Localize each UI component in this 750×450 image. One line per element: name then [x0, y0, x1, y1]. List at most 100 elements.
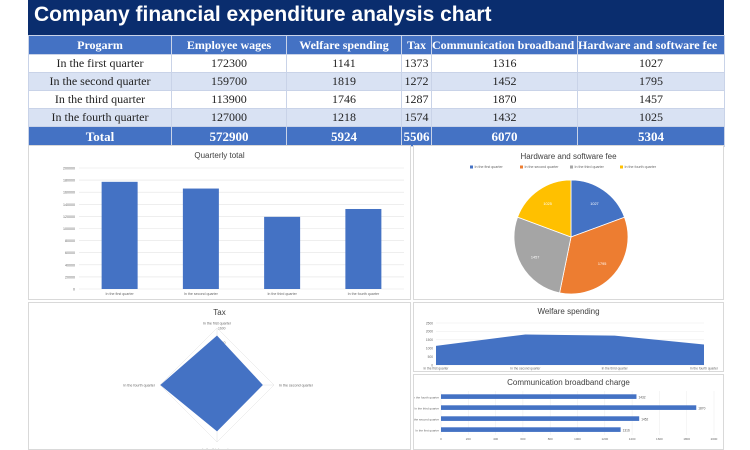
table-header-cell: Employee wages: [171, 35, 287, 55]
y-tick-label: In the first quarter: [415, 428, 439, 432]
radar-category-label: In the fourth quarter: [123, 384, 155, 388]
x-tick-label: In the second quarter: [184, 292, 219, 296]
hardware-fee-panel: Hardware and software fee 1027 1795 1457 10…: [413, 145, 724, 300]
table-cell: 572900: [171, 126, 287, 147]
legend-label: In the third quarter: [575, 165, 605, 169]
pie-slice: [559, 216, 629, 295]
y-tick-label: 40000: [65, 263, 75, 267]
y-tick-label: 60000: [65, 251, 75, 255]
table-cell: 1272: [401, 72, 432, 91]
broadband-chart: 0 200 400 600 800 1000 1200 1400 1600 1800 2000 131…: [414, 391, 718, 441]
x-tick-label: 800: [548, 437, 553, 441]
expenditure-table: Progarm Employee wages Welfare spending …: [28, 35, 725, 147]
pie-slice: [513, 216, 572, 294]
table-cell: In the third quarter: [28, 90, 172, 109]
pie-slice: [570, 179, 625, 238]
legend-swatch: [520, 165, 523, 169]
x-tick-label: 2000: [711, 437, 718, 441]
x-tick-label: 200: [466, 437, 471, 441]
bar: [441, 405, 697, 410]
x-tick-label: 1600: [656, 437, 663, 441]
table-cell: 1574: [401, 108, 432, 127]
radar-category-label: In the third quarter: [202, 448, 232, 449]
table-cell: 1457: [577, 90, 725, 109]
y-tick-label: In the third quarter: [414, 406, 439, 410]
y-tick-label: 0: [431, 363, 433, 367]
table-header-cell: Hardware and software fee: [577, 35, 725, 55]
tax-panel: Tax 040080012001600In the first quarterI…: [28, 302, 411, 450]
table-cell: 1819: [286, 72, 402, 91]
y-tick-label: 500: [428, 355, 434, 359]
x-tick-label: 1200: [601, 437, 608, 441]
page-title: Company financial expenditure analysis c…: [34, 3, 492, 26]
bar: [345, 208, 382, 289]
table-row: In the third quarter 113900 1746 1287 18…: [28, 90, 725, 109]
legend-label: In the first quarter: [475, 165, 504, 169]
legend-swatch: [470, 165, 473, 169]
chart-title: Welfare spending: [537, 307, 600, 316]
x-tick-label: In the second quarter: [510, 367, 541, 371]
table-cell: In the second quarter: [28, 72, 172, 91]
x-tick-label: In the first quarter: [106, 292, 135, 296]
table-cell: 5924: [286, 126, 402, 147]
radar-area: [160, 335, 263, 432]
y-tick-label: 80000: [65, 239, 75, 243]
table-cell: 1141: [286, 54, 402, 73]
y-tick-label: 2000: [426, 330, 433, 334]
chart-title: Tax: [213, 308, 226, 317]
table-cell: 5506: [401, 126, 432, 147]
welfare-panel: Welfare spending 0 500 1000 1500 2000 2500 In …: [413, 302, 724, 372]
y-tick-label: 0: [73, 288, 75, 292]
y-tick-label: 1000: [426, 347, 433, 351]
chart-title: Hardware and software fee: [520, 152, 617, 161]
y-tick-label: 2500: [426, 321, 433, 325]
table-row: In the second quarter 159700 1819 1272 1…: [28, 72, 725, 91]
table-cell: 1795: [577, 72, 725, 91]
y-tick-label: 140000: [63, 203, 75, 207]
x-tick-label: 1400: [629, 437, 636, 441]
table-cell: 1316: [431, 54, 578, 73]
table-cell: 1746: [286, 90, 402, 109]
table-cell: 113900: [171, 90, 287, 109]
table-row: In the fourth quarter 127000 1218 1574 1…: [28, 108, 725, 127]
table-cell: Total: [28, 126, 172, 147]
data-label: 1795: [598, 262, 606, 266]
legend-label: In the fourth quarter: [625, 165, 657, 169]
table-total-row: Total 572900 5924 5506 6070 5304: [28, 126, 725, 147]
y-tick-label: 120000: [63, 215, 75, 219]
quarterly-total-panel: Quarterly total 0 20000 40000 60000 80000 100…: [28, 145, 411, 300]
table-cell: 1432: [431, 108, 578, 127]
x-tick-label: In the third quarter: [602, 367, 629, 371]
x-tick-label: In the third quarter: [267, 292, 297, 296]
table-cell: 1027: [577, 54, 725, 73]
y-tick-label: In the fourth quarter: [414, 395, 439, 399]
radar-tick-label: 1600: [218, 327, 226, 331]
radar-category-label: In the second quarter: [279, 384, 314, 388]
table-header-cell: Welfare spending: [286, 35, 402, 55]
bar: [101, 181, 138, 289]
y-tick-label: 160000: [63, 191, 75, 195]
quarterly-total-chart: 0 20000 40000 60000 80000 100000 120000 140000 1…: [63, 167, 404, 296]
y-tick-label: 180000: [63, 179, 75, 183]
data-label: 1027: [590, 202, 598, 206]
area-fill: [436, 334, 704, 365]
chart-title: Quarterly total: [194, 151, 245, 160]
bar: [182, 188, 219, 289]
y-tick-label: 20000: [65, 275, 75, 279]
chart-title: Communication broadband charge: [507, 378, 630, 387]
table-row: In the first quarter 172300 1141 1373 13…: [28, 54, 725, 73]
table-cell: 1218: [286, 108, 402, 127]
table-cell: 1287: [401, 90, 432, 109]
y-tick-label: 1500: [426, 338, 433, 342]
table-cell: 1452: [431, 72, 578, 91]
data-label: 1432: [638, 395, 645, 399]
table-header-cell: Tax: [401, 35, 432, 55]
table-header-row: Progarm Employee wages Welfare spending …: [28, 35, 725, 55]
pie-slice: [517, 179, 572, 238]
table-cell: 6070: [431, 126, 578, 147]
radar-category-label: In the first quarter: [203, 322, 232, 326]
table-header-cell: Communication broadband charge: [431, 35, 578, 55]
table-cell: 1870: [431, 90, 578, 109]
x-tick-label: In the fourth quarter: [690, 367, 719, 371]
